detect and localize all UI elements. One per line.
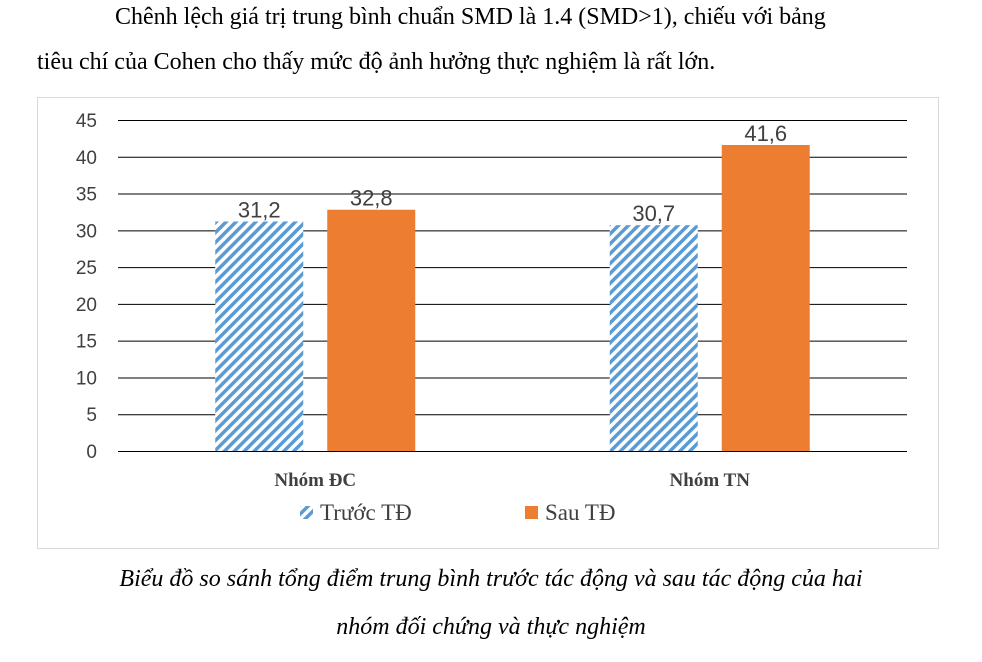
bar-chart: 0 5 10 15 20 25 30 35 40 45 31,2 32,8 Nhóm ĐC 30,7 41… [37,97,939,549]
y-tick-label: 35 [76,185,97,206]
y-tick-label: 15 [76,332,97,353]
bar [721,145,810,451]
bar [327,209,416,451]
legend-label: Sau TĐ [545,500,616,525]
data-label: 32,8 [350,186,393,211]
y-tick-label: 25 [76,258,97,279]
data-label: 30,7 [632,201,675,226]
paragraph-line-2: tiêu chí của Cohen cho thấy mức độ ảnh h… [37,49,716,75]
y-tick-label: 5 [86,405,97,426]
caption-line-2: nhóm đối chứng và thực nghiệm [336,614,646,640]
legend-label: Trước TĐ [320,500,412,525]
legend-swatch [525,506,538,519]
y-tick-label: 45 [76,111,97,132]
y-tick-label: 30 [76,221,97,242]
caption-line-1: Biểu đồ so sánh tổng điểm trung bình trư… [119,566,863,592]
y-tick-label: 10 [76,368,97,389]
paragraph-line-1: Chênh lệch giá trị trung bình chuẩn SMD … [115,4,826,30]
legend-swatch [300,506,313,519]
data-label: 31,2 [238,198,281,223]
y-tick-label: 0 [86,442,97,463]
data-label: 41,6 [744,121,787,146]
x-category-label: Nhóm TN [670,470,751,491]
bar [609,225,698,451]
y-tick-label: 40 [76,148,97,169]
bar [215,221,304,451]
x-category-label: Nhóm ĐC [274,470,356,491]
y-tick-label: 20 [76,295,97,316]
